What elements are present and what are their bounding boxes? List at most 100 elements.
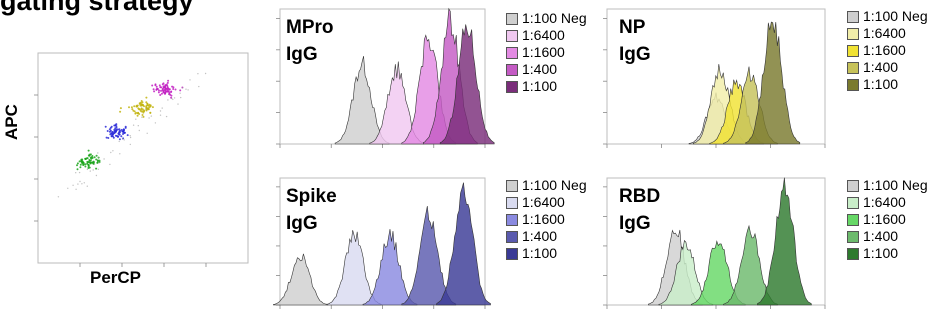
scatter-event bbox=[165, 115, 168, 118]
scatter-event bbox=[87, 165, 90, 168]
legend-swatch bbox=[847, 179, 859, 192]
legend-label: 1:100 Neg bbox=[522, 10, 587, 26]
scatter-event bbox=[89, 161, 92, 164]
legend-item: 1:100 Neg bbox=[847, 177, 928, 194]
scatter-event bbox=[135, 104, 138, 107]
scatter-event bbox=[72, 184, 74, 186]
scatter-event bbox=[170, 91, 173, 93]
legend-swatch bbox=[506, 230, 518, 243]
scatter-event bbox=[129, 136, 132, 139]
scatter-event bbox=[81, 183, 83, 185]
scatter-event bbox=[76, 162, 79, 165]
scatter-event bbox=[95, 154, 98, 157]
scatter-event bbox=[87, 154, 90, 157]
scatter-event bbox=[146, 132, 148, 134]
scatter-event bbox=[151, 106, 154, 109]
legend-item: 1:1600 bbox=[847, 211, 928, 228]
scatter-event bbox=[75, 172, 77, 174]
scatter-event bbox=[108, 128, 111, 131]
legend-item: 1:100 Neg bbox=[506, 10, 587, 27]
legend-label: 1:400 bbox=[522, 61, 558, 77]
scatter-event bbox=[145, 96, 148, 99]
legend-item: 1:1600 bbox=[506, 44, 587, 61]
scatter-event bbox=[78, 171, 81, 174]
legend-swatch bbox=[506, 80, 518, 93]
scatter-event bbox=[112, 150, 114, 152]
scatter-event bbox=[92, 161, 95, 164]
legend-label: 1:100 Neg bbox=[522, 177, 587, 193]
scatter-event bbox=[140, 103, 143, 106]
scatter-event bbox=[107, 137, 110, 139]
scatter-event bbox=[145, 107, 148, 110]
histogram-mpro bbox=[276, 7, 495, 148]
scatter-event bbox=[86, 185, 88, 187]
scatter-frame bbox=[37, 52, 249, 264]
scatter-event bbox=[81, 162, 84, 165]
legend-item: 1:400 bbox=[506, 61, 587, 78]
legend-item: 1:1600 bbox=[506, 211, 587, 228]
legend-item: 1:100 Neg bbox=[847, 8, 928, 25]
scatter-event bbox=[113, 132, 115, 135]
scatter-event bbox=[124, 126, 127, 129]
legend-swatch bbox=[847, 61, 859, 74]
scatter-event bbox=[84, 165, 87, 168]
scatter-event bbox=[114, 130, 117, 133]
scatter-event bbox=[91, 155, 94, 157]
legend-swatch bbox=[506, 29, 518, 42]
scatter-event bbox=[172, 88, 175, 90]
legend-swatch bbox=[847, 44, 859, 57]
panel-title-np: NP bbox=[619, 17, 646, 38]
scatter-event bbox=[97, 156, 99, 159]
scatter-event bbox=[197, 73, 199, 75]
scatter-event bbox=[104, 125, 107, 128]
legend-label: 1:1600 bbox=[863, 211, 906, 227]
scatter-event bbox=[115, 128, 118, 131]
panel-subtitle-mpro: IgG bbox=[286, 44, 318, 65]
scatter-event bbox=[150, 115, 152, 117]
scatter-event bbox=[132, 124, 135, 126]
scatter-event bbox=[88, 159, 91, 161]
legend-swatch bbox=[847, 10, 859, 23]
scatter-event bbox=[85, 157, 88, 160]
histogram-np bbox=[603, 8, 826, 148]
scatter-event bbox=[75, 188, 77, 190]
scatter-event bbox=[174, 88, 177, 91]
legend-item: 1:1600 bbox=[847, 42, 928, 59]
scatter-event bbox=[162, 91, 165, 94]
legend-swatch bbox=[847, 230, 859, 243]
scatter-event bbox=[112, 135, 114, 138]
scatter-event bbox=[180, 96, 182, 99]
scatter-event bbox=[149, 111, 152, 114]
scatter-event bbox=[161, 87, 164, 90]
legend-label: 1:100 Neg bbox=[863, 177, 928, 193]
panel-title-rbd: RBD bbox=[619, 186, 661, 207]
scatter-event bbox=[173, 97, 176, 99]
scatter-event bbox=[159, 114, 162, 116]
scatter-event bbox=[177, 103, 179, 105]
scatter-event bbox=[128, 106, 130, 109]
scatter-event bbox=[97, 168, 100, 170]
rbd-histogram-series-4 bbox=[757, 177, 812, 306]
scatter-event bbox=[161, 107, 163, 109]
legend-swatch bbox=[847, 27, 859, 40]
scatter-event bbox=[67, 187, 69, 189]
scatter-event bbox=[103, 158, 105, 160]
scatter-event bbox=[131, 108, 134, 111]
legend-swatch bbox=[847, 78, 859, 91]
scatter-event bbox=[129, 143, 131, 146]
scatter-event bbox=[118, 138, 121, 141]
scatter-event bbox=[118, 140, 120, 143]
legend-label: 1:400 bbox=[863, 59, 899, 75]
legend-swatch bbox=[506, 63, 518, 76]
scatter-event bbox=[167, 87, 169, 90]
scatter-event bbox=[95, 167, 98, 170]
scatter-event bbox=[136, 112, 139, 115]
legend-item: 1:400 bbox=[847, 228, 928, 245]
legend-item: 1:6400 bbox=[847, 194, 928, 211]
legend-swatch bbox=[847, 196, 859, 209]
scatter-event bbox=[141, 114, 144, 116]
scatter-event bbox=[93, 156, 96, 159]
mpro-histogram-series-4 bbox=[439, 24, 495, 145]
scatter-event bbox=[116, 135, 119, 138]
scatter-event bbox=[89, 170, 91, 172]
